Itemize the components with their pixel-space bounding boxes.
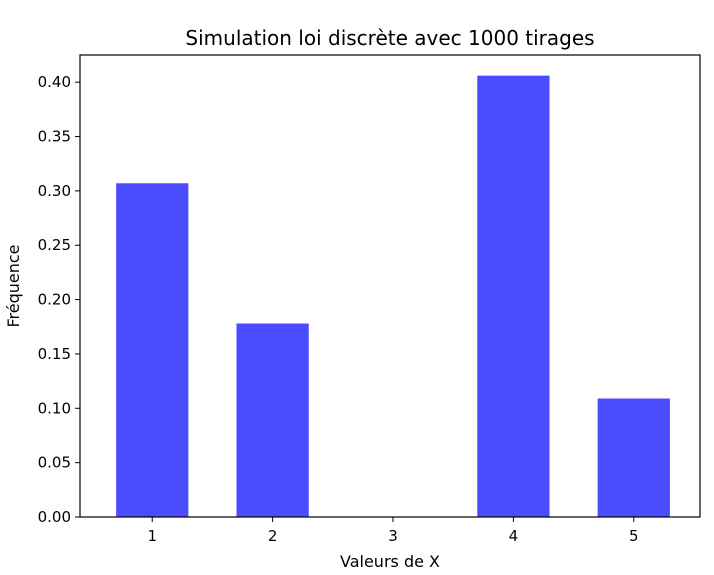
x-tick-label: 5: [629, 527, 639, 545]
y-axis: 0.00 0.05 0.10 0.15 0.20 0.25 0.30 0.35 0.40: [38, 73, 80, 526]
bar-5: [597, 398, 670, 517]
y-tick-label: 0.15: [38, 345, 71, 363]
chart-title: Simulation loi discrète avec 1000 tirage…: [185, 26, 594, 50]
y-tick-label: 0.40: [38, 73, 71, 91]
plot-frame: [79, 54, 701, 518]
x-tick-label: 4: [509, 527, 519, 545]
y-tick-label: 0.10: [38, 399, 71, 417]
y-tick-label: 0.00: [38, 508, 71, 526]
x-axis: 1 2 3 4 5: [147, 517, 639, 545]
y-tick-label: 0.30: [38, 182, 71, 200]
y-tick-label: 0.05: [38, 454, 71, 472]
x-tick-label: 2: [268, 527, 278, 545]
x-tick-label: 1: [147, 527, 157, 545]
x-axis-label: Valeurs de X: [340, 552, 440, 571]
bars-group: [116, 75, 670, 518]
y-tick-label: 0.25: [38, 236, 71, 254]
x-tick-label: 3: [388, 527, 398, 545]
bar-4: [477, 75, 550, 518]
y-axis-label: Fréquence: [4, 244, 23, 327]
bar-2: [236, 323, 309, 517]
bar-1: [116, 183, 189, 517]
y-tick-label: 0.35: [38, 128, 71, 146]
y-tick-label: 0.20: [38, 291, 71, 309]
